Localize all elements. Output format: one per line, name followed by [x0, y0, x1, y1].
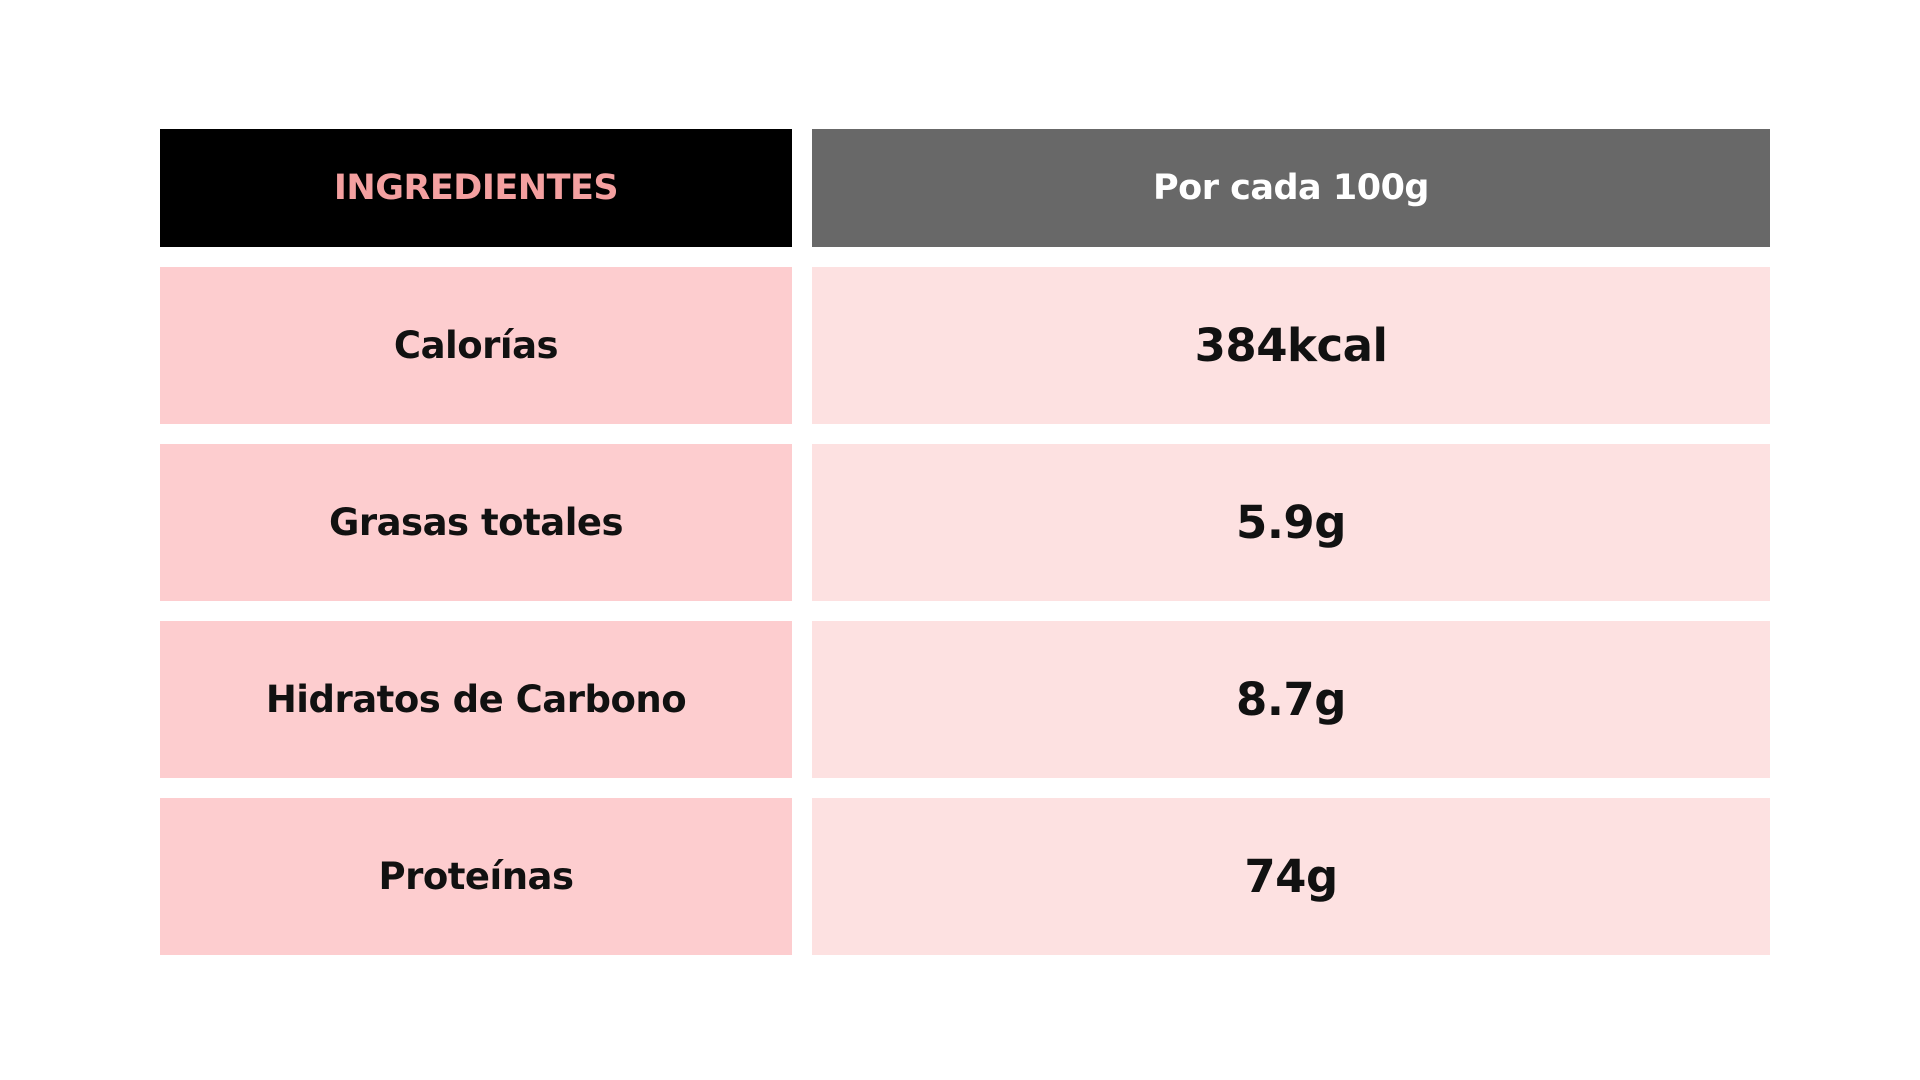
- row-label-cell: Calorías: [160, 267, 792, 424]
- row-label: Proteínas: [378, 855, 574, 898]
- nutrition-table: INGREDIENTES Por cada 100g Calorías 384k…: [160, 129, 1770, 955]
- header-ingredients-label: INGREDIENTES: [333, 168, 619, 208]
- row-label: Calorías: [393, 324, 559, 367]
- row-value: 74g: [1244, 850, 1338, 903]
- row-label-cell: Hidratos de Carbono: [160, 621, 792, 778]
- row-value-cell: 74g: [812, 798, 1770, 955]
- row-value: 8.7g: [1236, 673, 1346, 726]
- row-value: 5.9g: [1236, 496, 1346, 549]
- header-ingredients-cell: INGREDIENTES: [160, 129, 792, 247]
- row-value: 384kcal: [1194, 319, 1388, 372]
- header-per-100g-cell: Por cada 100g: [812, 129, 1770, 247]
- row-label-cell: Proteínas: [160, 798, 792, 955]
- row-label-cell: Grasas totales: [160, 444, 792, 601]
- row-value-cell: 384kcal: [812, 267, 1770, 424]
- row-label: Grasas totales: [328, 501, 624, 544]
- row-value-cell: 5.9g: [812, 444, 1770, 601]
- row-value-cell: 8.7g: [812, 621, 1770, 778]
- header-per-100g-label: Por cada 100g: [1153, 168, 1429, 208]
- row-label: Hidratos de Carbono: [265, 678, 687, 721]
